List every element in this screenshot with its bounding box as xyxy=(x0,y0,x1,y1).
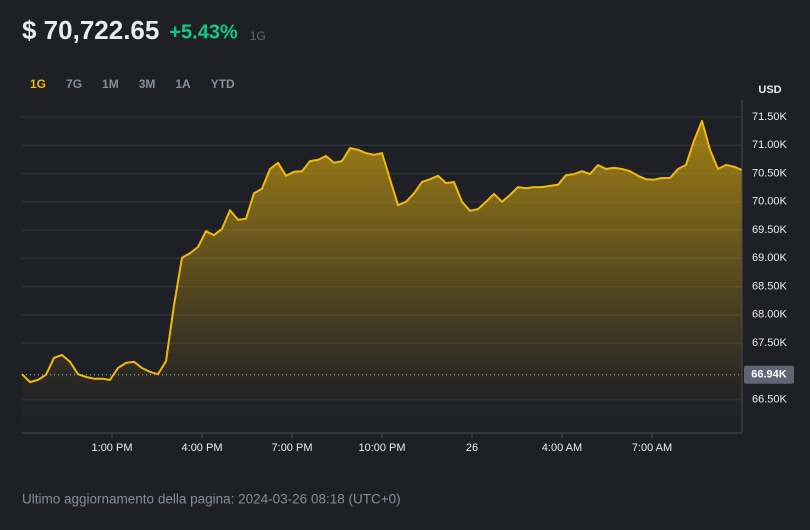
range-tab[interactable]: 1G xyxy=(30,77,46,91)
footer: Ultimo aggiornamento della pagina: 2024-… xyxy=(22,492,401,507)
y-tick-label: 71.50K xyxy=(752,111,788,123)
price: $ 70,722.65 xyxy=(22,15,159,45)
area xyxy=(22,120,742,434)
y-tick-label: 70.50K xyxy=(752,167,788,179)
y-tick-label: 70.00K xyxy=(752,196,788,208)
x-tick-label: 26 xyxy=(466,442,478,454)
price-change: +5.43% xyxy=(169,21,238,43)
x-tick-label: 4:00 AM xyxy=(542,442,582,454)
y-tick-label: 67.50K xyxy=(752,337,788,349)
range-tab[interactable]: 1M xyxy=(102,77,119,91)
range-tab[interactable]: 1A xyxy=(175,77,191,91)
x-tick-label: 10:00 PM xyxy=(358,442,405,454)
reference-label-box xyxy=(744,365,794,384)
price-line xyxy=(21,119,743,384)
y-tick-label: 69.00K xyxy=(752,252,788,264)
x-tick-label: 7:00 AM xyxy=(632,442,672,454)
y-tick-label: 68.00K xyxy=(752,309,788,321)
period: 1G xyxy=(250,29,266,43)
range-tab[interactable]: 3M xyxy=(139,77,156,91)
x-tick-label: 1:00 PM xyxy=(92,442,133,454)
y-tick-label: 71.00K xyxy=(752,139,788,151)
range-tab[interactable]: 7G xyxy=(66,77,82,91)
y-tick-label: 66.50K xyxy=(752,394,788,406)
x-tick-label: 7:00 PM xyxy=(272,442,313,454)
reference-label: 66.94K xyxy=(751,369,787,381)
range-tab[interactable]: YTD xyxy=(211,77,235,91)
y-tick-label: 69.50K xyxy=(752,224,788,236)
y-tick-label: 68.50K xyxy=(752,280,788,292)
x-tick-label: 4:00 PM xyxy=(182,442,223,454)
currency: USD xyxy=(758,84,781,96)
